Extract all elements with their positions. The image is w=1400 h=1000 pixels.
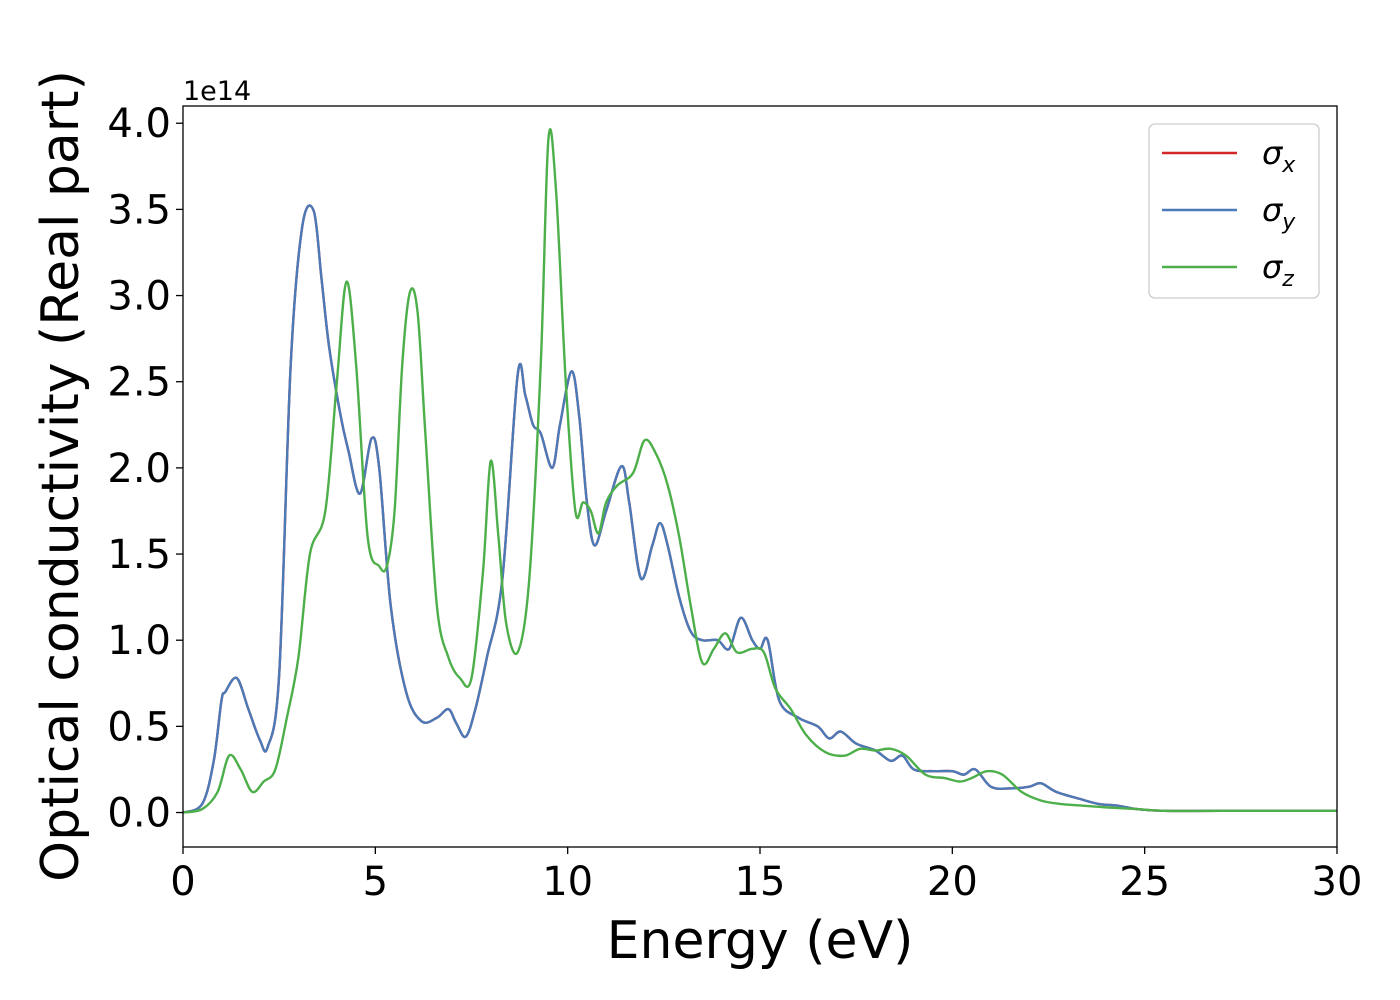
y-offset-label: 1e14 (183, 76, 251, 107)
y-tick-label: 1.5 (107, 532, 171, 578)
y-tick-label: 3.0 (107, 274, 171, 320)
y-tick-label: 2.5 (107, 360, 171, 406)
y-tick-label: 2.0 (107, 446, 171, 492)
y-tick-label: 0.5 (107, 704, 171, 750)
y-axis-title: Optical conductivity (Real part) (31, 70, 91, 882)
y-axis: 0.0 0.5 1.0 1.5 2.0 2.5 3.0 3.5 4.0 (107, 101, 183, 837)
x-tick-label: 20 (927, 859, 978, 905)
x-tick-label: 10 (542, 859, 593, 905)
x-tick-label: 0 (170, 859, 195, 905)
y-tick-label: 0.0 (107, 791, 171, 837)
x-axis-title: Energy (eV) (607, 911, 914, 971)
y-tick-label: 4.0 (107, 101, 171, 147)
series-layer (182, 128, 1337, 814)
x-tick-label: 25 (1119, 859, 1170, 905)
y-tick-label: 1.0 (107, 618, 171, 664)
x-axis: 0 5 10 15 20 25 30 (170, 847, 1362, 905)
series-line-z (182, 128, 1337, 814)
x-tick-label: 30 (1312, 859, 1363, 905)
x-tick-label: 15 (735, 859, 786, 905)
x-tick-label: 5 (363, 859, 388, 905)
series-line-y (182, 204, 1337, 814)
y-tick-label: 3.5 (107, 187, 171, 233)
